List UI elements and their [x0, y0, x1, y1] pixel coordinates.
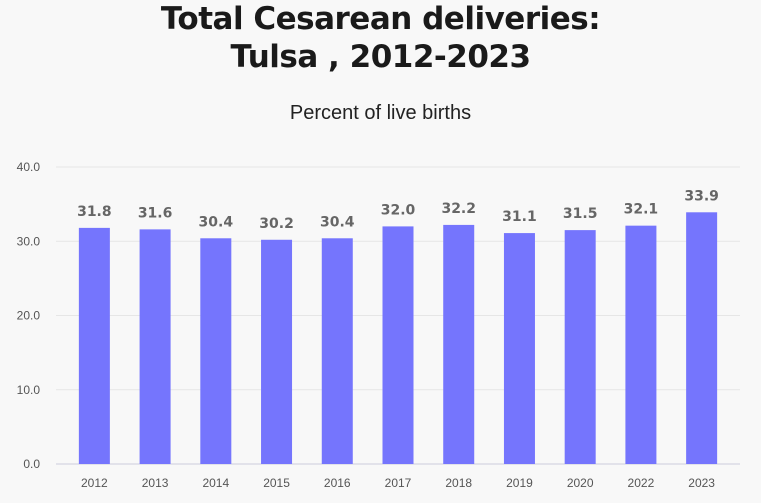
data-label: 32.0	[381, 202, 416, 218]
x-tick-label: 2013	[142, 476, 169, 490]
bar	[503, 233, 535, 464]
x-tick-label: 2020	[567, 476, 594, 490]
y-tick-label: 20.0	[17, 309, 41, 323]
x-tick-label: 2015	[263, 476, 290, 490]
y-tick-label: 10.0	[17, 383, 41, 397]
data-label: 31.6	[138, 205, 173, 221]
data-label: 31.5	[563, 206, 598, 222]
chart-title-line2: Tulsa , 2012-2023	[230, 39, 531, 75]
chart-title: Total Cesarean deliveries: Tulsa , 2012-…	[0, 0, 761, 76]
bar	[321, 238, 353, 464]
bar	[382, 226, 414, 464]
bar	[443, 224, 475, 464]
data-label: 30.4	[320, 214, 355, 230]
x-tick-label: 2022	[628, 476, 655, 490]
y-tick-label: 0.0	[23, 457, 40, 471]
bar	[139, 229, 171, 464]
bar	[564, 230, 596, 464]
bar	[261, 239, 293, 464]
bar	[686, 212, 718, 464]
x-tick-label: 2014	[202, 476, 229, 490]
x-tick-label: 2012	[81, 476, 108, 490]
data-label: 32.2	[441, 201, 476, 217]
x-tick-label: 2016	[324, 476, 351, 490]
bar	[625, 225, 657, 464]
x-tick-label: 2019	[506, 476, 533, 490]
x-tick-label: 2017	[385, 476, 412, 490]
bar	[200, 238, 232, 464]
chart-title-line1: Total Cesarean deliveries:	[160, 1, 601, 37]
data-label: 32.1	[624, 202, 659, 218]
chart-subtitle: Percent of live births	[289, 102, 472, 124]
x-tick-label: 2018	[445, 476, 472, 490]
data-label: 33.9	[684, 188, 719, 204]
data-label: 30.2	[259, 216, 294, 232]
data-label: 31.1	[502, 209, 537, 225]
y-tick-label: 40.0	[17, 160, 41, 174]
x-tick-label: 2023	[688, 476, 715, 490]
y-tick-label: 30.0	[17, 234, 41, 248]
data-label: 30.4	[199, 214, 234, 230]
data-label: 31.8	[77, 204, 112, 220]
bar	[78, 227, 110, 464]
